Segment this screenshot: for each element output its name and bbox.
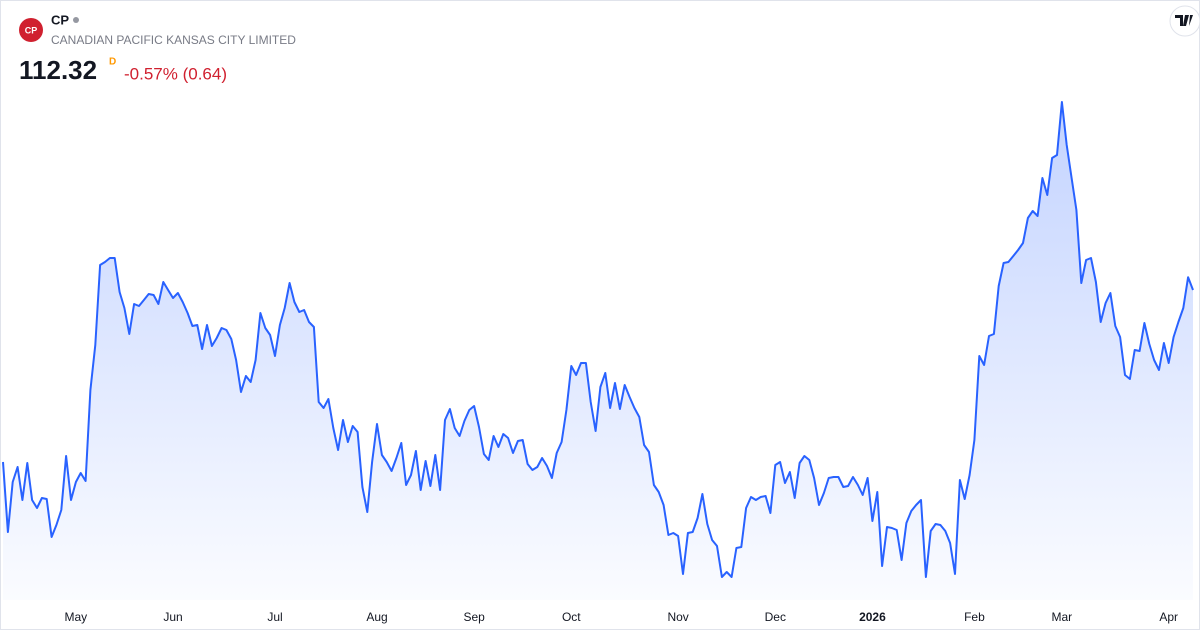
x-tick-label: Sep <box>463 610 485 624</box>
x-tick-label: May <box>65 610 88 624</box>
logo-text: CP <box>25 25 38 35</box>
x-tick-label: Oct <box>562 610 581 624</box>
x-tick-label: Jul <box>267 610 282 624</box>
plot <box>2 101 1194 600</box>
x-tick-label: Jun <box>163 610 182 624</box>
x-tick-label: Mar <box>1052 610 1073 624</box>
price-line <box>2 101 1194 578</box>
x-tick-label: Aug <box>366 610 387 624</box>
tv-logo[interactable] <box>1169 5 1200 37</box>
company-name: CANADIAN PACIFIC KANSAS CITY LIMITED <box>51 33 296 47</box>
area-fill <box>3 102 1193 600</box>
x-tick-label: Dec <box>765 610 786 624</box>
x-tick-label: Nov <box>667 610 688 624</box>
price-flag: D <box>109 57 116 68</box>
symbol[interactable]: CP <box>51 12 69 27</box>
x-tick-label: Feb <box>964 610 985 624</box>
change: -0.57% (0.64) <box>124 64 227 83</box>
x-tick-label: Apr <box>1159 610 1178 624</box>
price: 112.32 <box>19 55 97 85</box>
status-dot <box>73 17 79 23</box>
logo <box>19 18 43 42</box>
x-tick-label: 2026 <box>859 610 886 624</box>
